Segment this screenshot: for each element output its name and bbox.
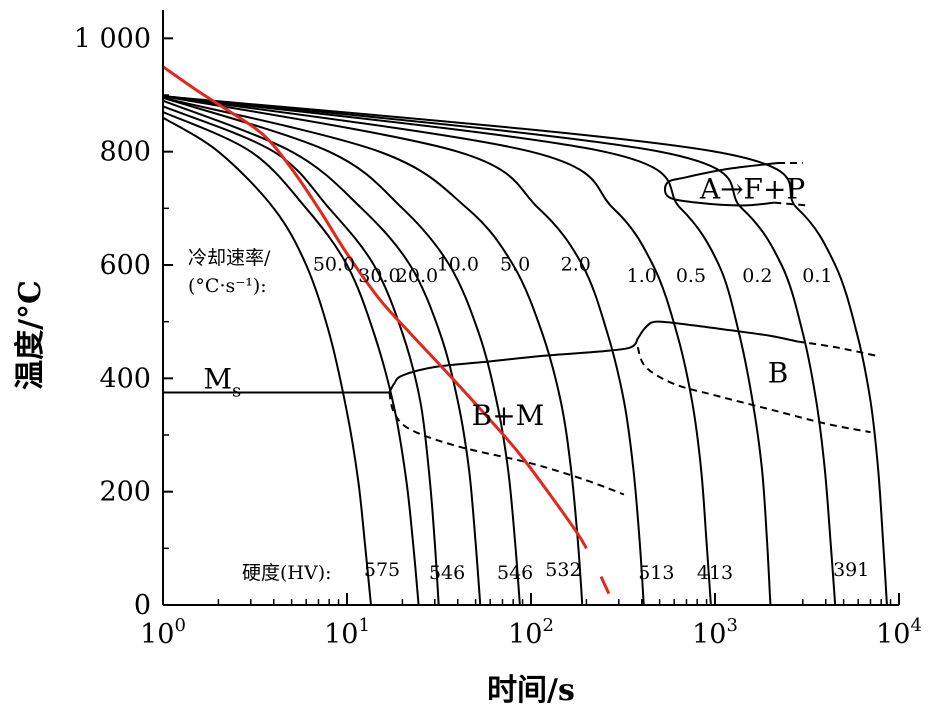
hardness-value: 391	[833, 559, 869, 581]
cooling-rate-value: 30.0	[358, 265, 400, 287]
cooling-rate-value: 50.0	[313, 254, 355, 276]
cooling-rate-value: 2.0	[561, 254, 591, 276]
y-tick-label: 1 000	[74, 23, 151, 54]
bainite-start-line	[388, 338, 639, 393]
y-tick-label: 0	[134, 590, 151, 621]
cooling-curve-11	[162, 95, 888, 606]
bainite-end-line	[636, 346, 871, 434]
cooling-curve-5	[162, 96, 521, 606]
cooling-curve-2	[162, 111, 420, 606]
cooling-curve-4	[162, 99, 482, 606]
ferrite-pearlite-start-line	[663, 162, 779, 207]
x-tick-label: 100	[140, 615, 186, 650]
hardness-value: 546	[429, 562, 465, 584]
red-cooling-curve-tail	[599, 576, 611, 595]
curves-layer	[162, 65, 888, 606]
hardness-label: 硬度(HV):	[242, 562, 332, 584]
x-tick-label: 102	[508, 615, 554, 650]
cooling-curve-1	[162, 116, 372, 606]
cooling-curve-6	[162, 96, 584, 606]
cooling-rate-value: 10.0	[437, 254, 479, 276]
bainite-nose-line	[636, 320, 798, 343]
bainite-nose-dashed	[797, 340, 877, 357]
cooling-rate-value: 0.1	[802, 265, 832, 287]
cooling-curve-10	[162, 95, 837, 606]
bainite-martensite-end-line	[388, 392, 625, 496]
cooling-rate-unit: (°C·s⁻¹):	[188, 275, 267, 297]
x-tick-label: 103	[692, 615, 738, 650]
y-axis-title: 温度/°C	[13, 280, 48, 390]
cooling-rate-value: 0.2	[742, 265, 772, 287]
y-tick-label: 200	[99, 477, 151, 508]
hardness-value: 575	[364, 559, 400, 581]
x-axis-title: 时间/s	[487, 673, 575, 708]
cooling-curve-9	[162, 95, 772, 606]
cooling-rate-value: 1.0	[627, 265, 657, 287]
cooling-rate-value: 20.0	[396, 265, 438, 287]
x-tick-label: 101	[324, 615, 370, 650]
hardness-value: 413	[697, 562, 733, 584]
hardness-value: 513	[638, 562, 674, 584]
cooling-rate-value: 0.5	[676, 265, 706, 287]
y-tick-label: 800	[99, 137, 151, 168]
hardness-value: 546	[497, 562, 533, 584]
labels-layer: 0 200 400 600 800 1 000 100 101 102 103 104 冷却速率/ (°…	[74, 23, 922, 650]
x-tick-label: 104	[876, 615, 922, 650]
ferrite-pearlite-end-line	[774, 201, 809, 207]
axes-layer	[162, 10, 900, 606]
cooling-curve-7	[162, 95, 645, 606]
cooling-rate-label: 冷却速率/	[188, 247, 271, 269]
ms-label: Ms	[203, 362, 241, 401]
cooling-rate-value: 5.0	[500, 254, 530, 276]
hardness-value: 532	[545, 559, 581, 581]
y-tick-label: 400	[99, 363, 151, 394]
phase-region-label: B+M	[472, 399, 545, 432]
phase-region-label: A→F+P	[699, 173, 805, 206]
y-tick-label: 600	[99, 250, 151, 281]
red-cooling-curve	[162, 65, 588, 550]
phase-region-label: B	[768, 357, 789, 390]
cooling-curve-8	[162, 95, 712, 606]
